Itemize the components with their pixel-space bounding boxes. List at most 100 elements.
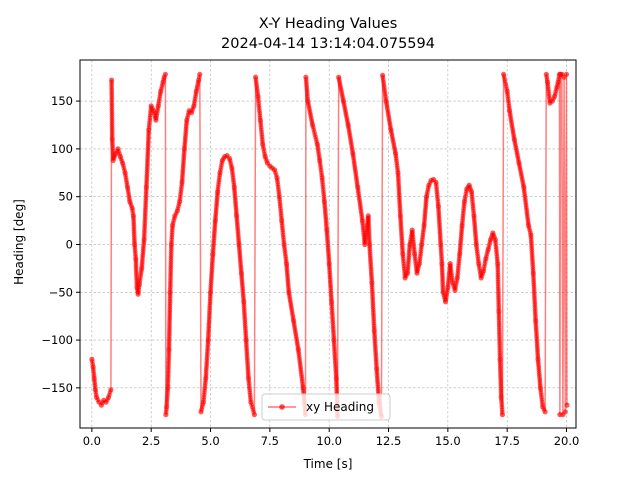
data-point (427, 180, 433, 186)
data-point (143, 187, 149, 192)
data-point (168, 244, 174, 250)
data-point (184, 120, 190, 125)
data-point (440, 287, 446, 293)
data-point (186, 110, 192, 116)
data-point (317, 155, 322, 161)
data-point (283, 258, 289, 264)
data-point (248, 397, 254, 403)
data-point (200, 402, 206, 407)
data-point (419, 244, 424, 250)
data-point (392, 149, 398, 154)
data-point (416, 263, 422, 269)
data-point (205, 339, 211, 345)
data-point (165, 387, 171, 393)
data-point (400, 249, 405, 255)
data-point (562, 409, 568, 415)
data-point (496, 306, 502, 312)
data-point (321, 196, 327, 202)
data-point (511, 134, 517, 140)
data-point (171, 215, 177, 221)
data-point (281, 239, 287, 245)
data-point (464, 189, 469, 194)
y-tick-label: 150 (51, 94, 73, 108)
data-point (91, 373, 97, 379)
data-point (395, 168, 401, 173)
data-point (525, 220, 531, 226)
data-point (133, 254, 139, 259)
data-point (537, 383, 543, 388)
data-point (241, 297, 247, 302)
data-point (132, 239, 137, 245)
data-point (286, 287, 292, 293)
data-point (107, 389, 113, 395)
data-point (236, 239, 242, 245)
x-tick-label: 5.0 (201, 434, 219, 448)
data-point (535, 354, 541, 360)
data-point (215, 191, 220, 197)
data-point (485, 249, 490, 255)
data-point (166, 349, 172, 355)
data-point (541, 407, 547, 412)
data-point (554, 86, 559, 92)
chart-title: X-Y Heading Values (259, 16, 398, 32)
data-point (314, 139, 320, 145)
data-point (326, 259, 332, 264)
data-point (122, 168, 127, 173)
data-point (210, 253, 216, 259)
data-point (371, 325, 377, 331)
data-point (130, 210, 136, 216)
data-point (164, 407, 169, 412)
data-point (126, 196, 132, 202)
data-point (340, 96, 346, 102)
data-point (290, 316, 296, 322)
data-point (426, 185, 431, 190)
x-tick-label: 10.0 (316, 434, 342, 448)
x-tick-label: 15.0 (435, 434, 461, 448)
y-tick-label: 50 (58, 190, 73, 204)
data-point (95, 397, 101, 403)
data-point (155, 105, 161, 111)
data-point (193, 91, 199, 97)
data-point (473, 239, 479, 245)
data-point (90, 361, 96, 367)
data-point (196, 74, 202, 80)
chart-subtitle: 2024-04-14 13:14:04.075594 (221, 36, 435, 52)
data-point (257, 115, 263, 121)
data-point (161, 77, 167, 82)
data-point (260, 139, 265, 145)
data-point (173, 211, 179, 216)
data-point (403, 273, 409, 278)
data-point (92, 385, 98, 390)
data-point (181, 148, 187, 154)
data-point (146, 129, 152, 135)
data-point (435, 201, 441, 207)
data-point (421, 225, 427, 231)
data-point (221, 156, 227, 161)
data-point (482, 258, 488, 264)
data-point (480, 271, 486, 276)
data-point (231, 182, 237, 188)
data-point (238, 268, 244, 274)
data-point (449, 277, 455, 283)
data-point (246, 373, 251, 379)
data-point (555, 82, 560, 87)
x-axis-label: Time [s] (303, 457, 353, 471)
data-point (300, 383, 306, 388)
data-point (251, 409, 257, 415)
data-point (309, 120, 315, 126)
data-point (219, 160, 225, 166)
data-point (129, 203, 134, 209)
data-point (506, 105, 512, 111)
data-point (243, 335, 249, 341)
data-point (388, 125, 393, 130)
data-point (167, 292, 173, 297)
data-point (190, 105, 196, 111)
x-tick-label: 2.5 (142, 434, 160, 448)
data-point (93, 392, 99, 398)
data-point (397, 211, 403, 216)
data-point (516, 158, 521, 164)
data-point (499, 409, 505, 415)
legend-box (261, 393, 391, 421)
y-tick-label: 100 (51, 142, 73, 156)
